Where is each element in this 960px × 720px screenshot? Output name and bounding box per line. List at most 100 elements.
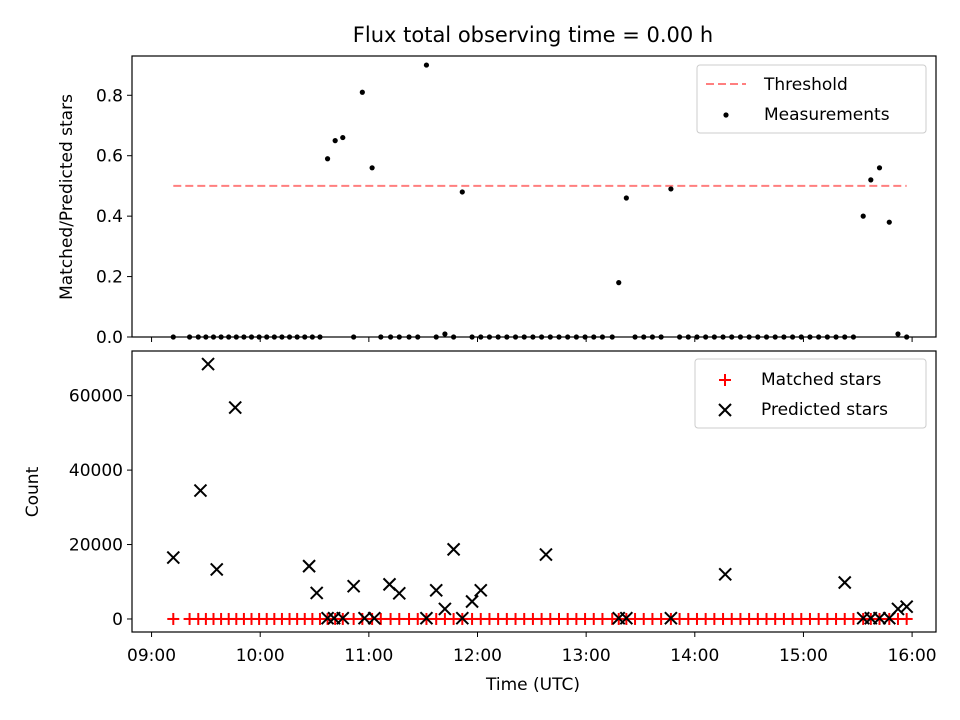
predicted-star-point [320,611,335,625]
measurement-point [623,195,629,201]
top-y-tick-label: 0.0 [96,328,123,348]
predicted-star-point [664,611,678,625]
predicted-star-stroke-b [455,611,469,625]
predicted-star-stroke-b [302,559,316,573]
bottom-x-ticks: 09:00 10:00 11:00 12:00 13:00 14:00 15:00 16:00 [127,632,937,666]
bottom-plot-area [166,357,914,625]
predicted-star-stroke-b [357,611,372,625]
predicted-star-stroke-b [446,542,461,557]
bottom-x-tick-label: 14:00 [670,646,719,666]
predicted-star-stroke-b [899,599,914,614]
predicted-star-stroke-b [166,550,180,565]
legend-predicted-swatch [718,403,732,417]
measurement-point [369,165,375,171]
top-y-ticks: 0.0 0.2 0.4 0.6 0.8 [96,86,132,348]
predicted-star-stroke-b [664,611,678,625]
measurement-point [886,219,892,225]
predicted-star-stroke-b [539,547,553,562]
predicted-star-stroke-b [891,602,905,616]
matched-star-point [167,612,180,625]
bottom-y-ticks: 0 20000 40000 60000 [69,387,132,630]
predicted-star-stroke-b [382,577,397,592]
top-ylabel: Matched/Predicted stars [57,94,77,300]
predicted-star-stroke-b [438,602,452,616]
bottom-x-tick-label: 09:00 [127,646,176,666]
predicted-star-stroke-b [872,611,887,625]
legend-matched-label: Matched stars [761,370,881,390]
top-panel: Flux total observing time = 0.00 h Match… [57,23,937,348]
predicted-star-point [619,611,634,625]
measurement-point [332,138,338,144]
legend-matched-swatch [719,374,731,386]
predicted-star-point [539,547,553,562]
predicted-star-point [465,594,479,609]
predicted-star-stroke-b [320,611,335,625]
top-y-tick-label: 0.4 [96,207,123,227]
bottom-y-tick-label: 0 [112,610,123,630]
bottom-panel: Count Time (UTC) 0 20000 40000 60000 09:00 1… [23,350,937,695]
top-y-tick-label: 0.2 [96,268,123,288]
predicted-star-stroke-b [419,611,434,625]
predicted-star-point [899,599,914,614]
measurement-point [442,331,448,337]
legend-predicted-label: Predicted stars [761,400,888,420]
measurement-point [668,186,674,192]
predicted-star-point [429,583,443,598]
predicted-star-point [309,586,324,600]
predicted-star-point [446,542,461,557]
predicted-star-point [455,611,469,625]
predicted-star-point [419,611,434,625]
predicted-star-point [367,611,381,625]
predicted-star-stroke-b [210,562,224,577]
bottom-legend: Matched stars Predicted stars [694,358,927,429]
predicted-star-stroke-b [392,586,406,600]
predicted-star-point [346,579,361,593]
predicted-star-stroke-b [465,594,479,609]
predicted-star-point [201,357,215,371]
top-y-tick-label: 0.8 [96,86,123,106]
predicted-star-point [336,611,350,625]
predicted-star-stroke-b [193,483,208,498]
bottom-x-tick-label: 10:00 [236,646,285,666]
predicted-star-point [891,602,905,616]
measurement-point [895,331,901,337]
predicted-star-stroke-b [336,611,350,625]
predicted-star-point [210,562,224,577]
measurement-point [359,89,365,95]
matched-star-point [900,612,913,625]
measurement-point [860,213,866,219]
bottom-y-tick-label: 60000 [69,387,123,407]
predicted-star-stroke-b [838,575,852,590]
top-y-tick-label: 0.6 [96,147,123,167]
bottom-x-tick-label: 16:00 [888,646,937,666]
bottom-x-tick-label: 12:00 [453,646,502,666]
predicted-star-point [302,559,316,573]
measurement-point [324,156,331,162]
bottom-xlabel: Time (UTC) [485,675,580,695]
measurement-point [616,280,622,286]
predicted-star-stroke-b [619,611,634,625]
predicted-star-stroke-b [474,583,488,598]
predicted-star-stroke-b [309,586,324,600]
measurement-point [340,134,346,141]
legend-measurements-swatch [723,112,729,118]
predicted-star-point [193,483,208,498]
predicted-star-point [438,602,452,616]
predicted-star-stroke-b [201,357,215,371]
predicted-star-stroke-b [429,583,443,598]
top-plot-area [170,62,910,340]
legend-threshold-label: Threshold [763,75,848,95]
measurement-point [423,62,430,68]
predicted-star-point [718,567,732,582]
top-legend-box [696,64,927,134]
measurement-point [459,189,465,195]
measurement-point [876,165,883,171]
top-title: Flux total observing time = 0.00 h [353,23,713,47]
top-axes-frame [131,55,937,338]
predicted-star-point [474,583,488,598]
measurement-point [868,177,874,183]
predicted-star-point [392,586,406,600]
bottom-x-tick-label: 11:00 [344,646,393,666]
predicted-star-point [228,400,242,415]
